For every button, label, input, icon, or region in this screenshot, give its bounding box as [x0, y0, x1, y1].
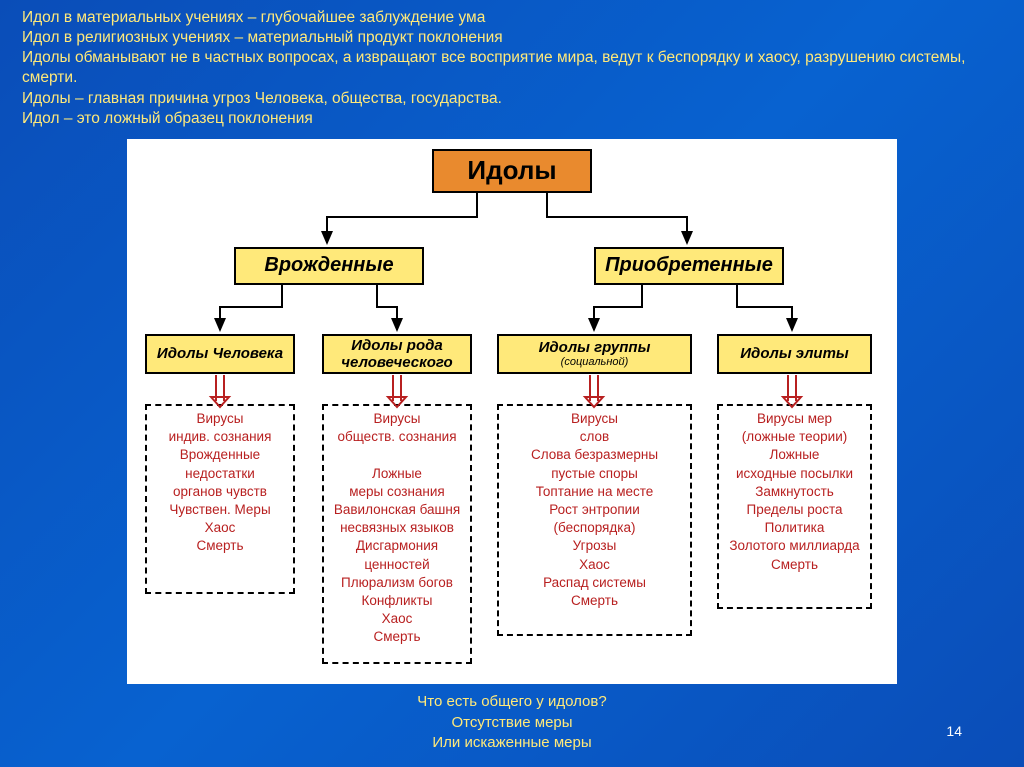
bullet-text: Вирусыиндив. сознанияВрожденныенедостатк…	[169, 411, 272, 554]
leaf-node: Идолы Человека	[145, 334, 295, 374]
intro-block: Идол в материальных учениях – глубочайше…	[0, 0, 1024, 135]
footer-block: Что есть общего у идолов? Отсутствие мер…	[0, 692, 1024, 753]
bullet-box: Вирусыиндив. сознанияВрожденныенедостатк…	[145, 404, 295, 594]
diagram-panel: Идолы Врожденные Приобретенные Идолы Чел…	[127, 139, 897, 684]
footer-a: Или искаженные меры	[0, 733, 1024, 753]
bullet-text: Вирусы мер(ложные теории)Ложныеисходные …	[729, 411, 859, 572]
leaf-label: Идолы группы	[539, 339, 651, 356]
intro-line: Идолы обманывают не в частных вопросах, …	[22, 48, 1002, 88]
footer-q: Что есть общего у идолов?	[0, 692, 1024, 712]
leaf-label: Идолы Человека	[157, 345, 283, 362]
bullet-box: Вирусы мер(ложные теории)Ложныеисходные …	[717, 404, 872, 609]
category-label: Врожденные	[264, 254, 393, 277]
intro-line: Идол в религиозных учениях – материальны…	[22, 28, 1002, 48]
intro-line: Идол – это ложный образец поклонения	[22, 109, 1002, 129]
category-node-left: Врожденные	[234, 247, 424, 285]
root-label: Идолы	[467, 155, 556, 186]
category-label: Приобретенные	[605, 254, 773, 277]
leaf-node: Идолы элиты	[717, 334, 872, 374]
bullet-text: Вирусыобществ. сознания Ложныемеры созна…	[334, 411, 460, 645]
leaf-label: Идолы рода человеческого	[324, 337, 470, 371]
bullet-text: ВирусысловСлова безразмерныпустые спорыТ…	[531, 411, 658, 608]
bullet-box: Вирусыобществ. сознания Ложныемеры созна…	[322, 404, 472, 664]
footer-a: Отсутствие меры	[0, 713, 1024, 733]
leaf-sublabel: (социальной)	[539, 356, 651, 368]
category-node-right: Приобретенные	[594, 247, 784, 285]
page-number: 14	[946, 723, 962, 739]
intro-line: Идолы – главная причина угроз Человека, …	[22, 89, 1002, 109]
root-node: Идолы	[432, 149, 592, 193]
leaf-label: Идолы элиты	[740, 345, 848, 362]
bullet-box: ВирусысловСлова безразмерныпустые спорыТ…	[497, 404, 692, 636]
leaf-node: Идолы группы (социальной)	[497, 334, 692, 374]
intro-line: Идол в материальных учениях – глубочайше…	[22, 8, 1002, 28]
leaf-node: Идолы рода человеческого	[322, 334, 472, 374]
